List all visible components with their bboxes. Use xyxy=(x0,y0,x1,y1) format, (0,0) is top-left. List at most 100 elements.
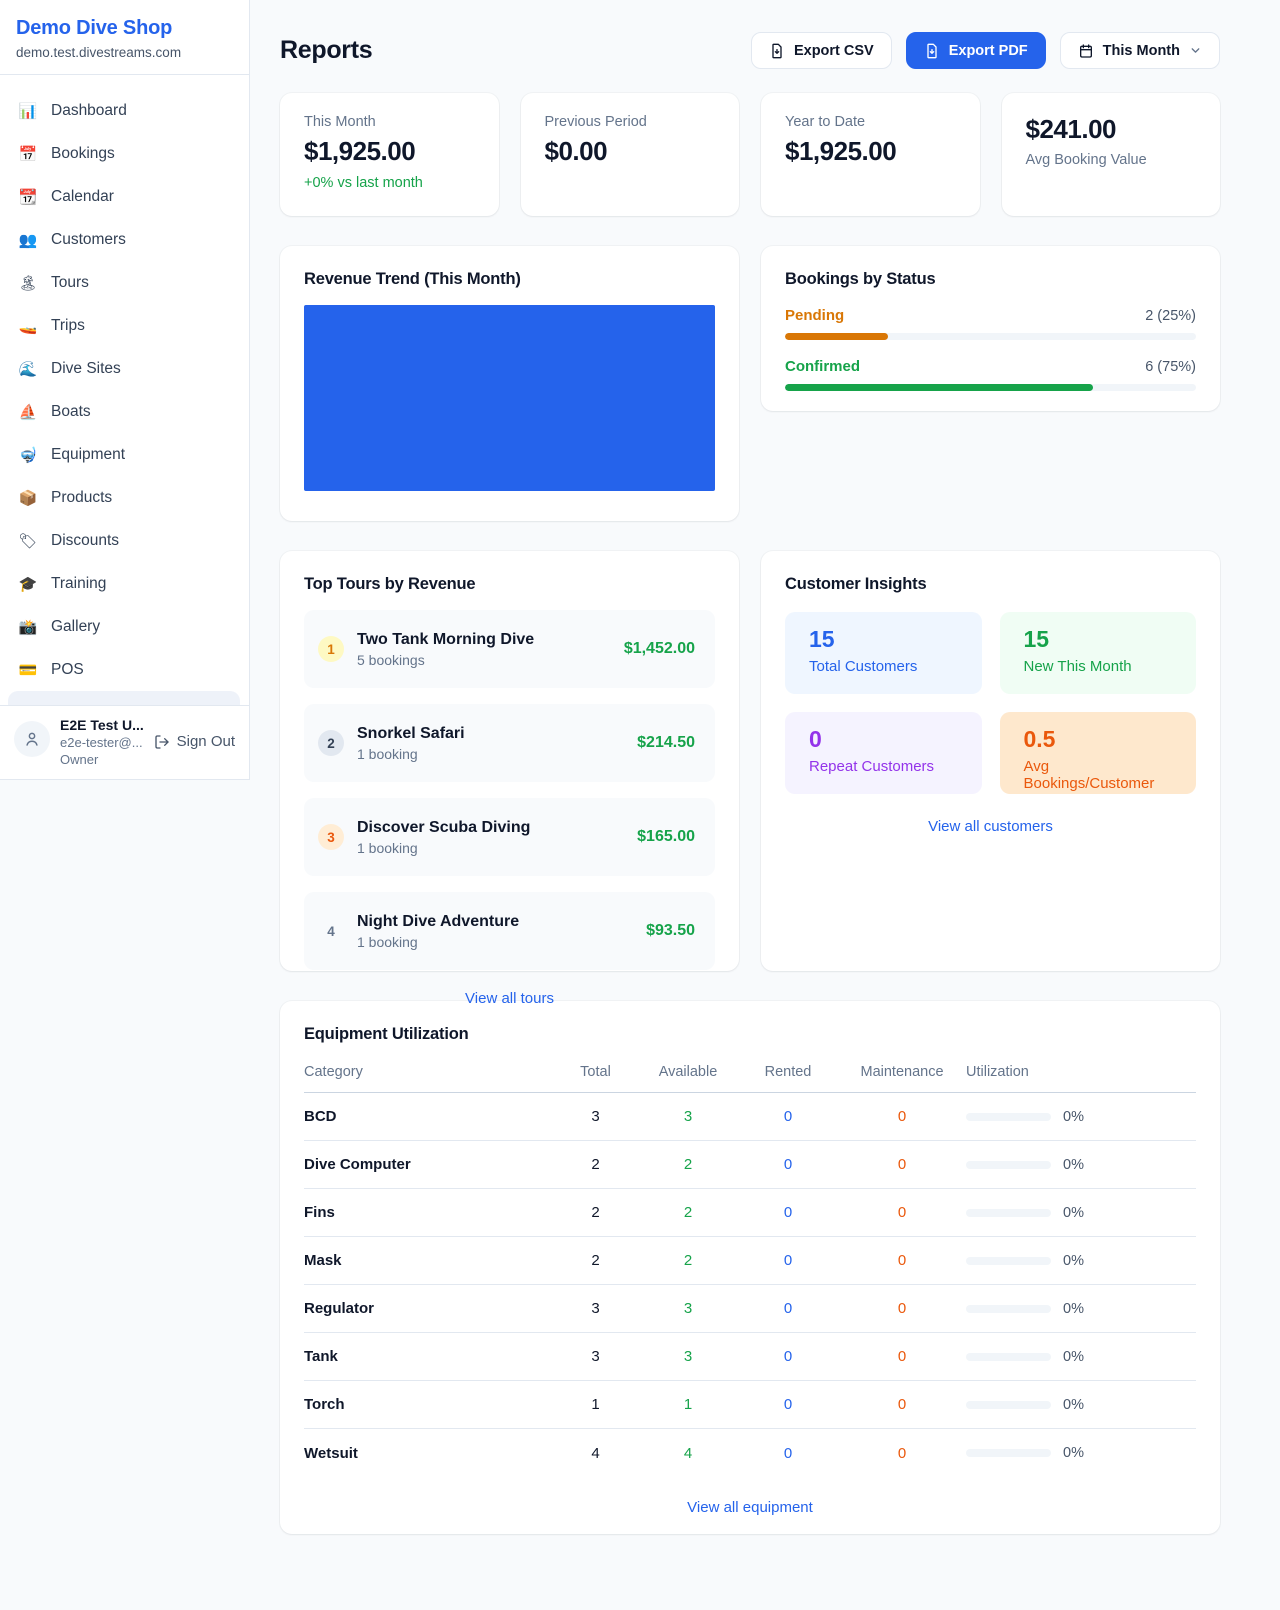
table-row: Mask 2 2 0 0 0% xyxy=(304,1237,1196,1285)
equipment-maintenance: 0 xyxy=(897,1204,907,1221)
export-pdf-button[interactable]: Export PDF xyxy=(905,32,1046,69)
equipment-available: 3 xyxy=(683,1300,693,1317)
utilization-bar xyxy=(966,1256,1051,1265)
stat-value: $1,925.00 xyxy=(785,136,897,166)
export-csv-button[interactable]: Export CSV xyxy=(750,32,892,69)
sidebar-item-trips[interactable]: 🚤 Trips xyxy=(8,304,241,347)
utilization-percent: 0% xyxy=(1063,1204,1084,1221)
sidebar-item-bookings[interactable]: 📅 Bookings xyxy=(8,132,241,175)
utilization-bar xyxy=(966,1160,1051,1169)
sign-out-icon xyxy=(154,734,169,749)
equipment-available: 2 xyxy=(683,1252,693,1269)
status-row-pending: Pending 2 (25%) xyxy=(785,307,1196,340)
stat-card-3: $241.00 Avg Booking Value xyxy=(1001,93,1220,216)
sidebar-item-calendar[interactable]: 📆 Calendar xyxy=(8,175,241,218)
sidebar-item-gallery[interactable]: 📸 Gallery xyxy=(8,605,241,648)
status-progress-fill xyxy=(785,333,888,340)
avatar xyxy=(14,721,50,757)
sidebar-item-label: Boats xyxy=(51,402,91,420)
products-icon: 📦 xyxy=(18,489,38,507)
user-email: e2e-tester@... xyxy=(60,735,143,750)
tour-row[interactable]: 1 Two Tank Morning Dive 5 bookings $1,452.0… xyxy=(304,610,715,688)
sidebar-item-boats[interactable]: ⛵ Boats xyxy=(8,390,241,433)
sidebar-item-pos[interactable]: 💳 POS xyxy=(8,648,241,691)
discounts-icon: 🏷 xyxy=(18,532,38,550)
tour-revenue: $93.50 xyxy=(646,922,695,939)
equipment-available: 3 xyxy=(683,1108,693,1125)
stat-card-0: This Month $1,925.00 +0% vs last month xyxy=(280,93,499,216)
insight-label: Total Customers xyxy=(809,658,918,675)
utilization-percent: 0% xyxy=(1063,1300,1084,1317)
equipment-maintenance: 0 xyxy=(897,1156,907,1173)
status-label: Confirmed xyxy=(785,358,860,375)
tour-revenue: $1,452.00 xyxy=(623,640,695,657)
equipment-category: Fins xyxy=(304,1204,335,1221)
customers-icon: 👥 xyxy=(18,231,38,249)
equipment-rented: 0 xyxy=(783,1156,793,1173)
sidebar-item-discounts[interactable]: 🏷 Discounts xyxy=(8,519,241,562)
rank-badge: 2 xyxy=(318,730,344,756)
dashboard-icon: 📊 xyxy=(18,102,38,120)
view-all-equipment-link[interactable]: View all equipment xyxy=(687,1499,813,1516)
rank-badge: 4 xyxy=(327,923,335,939)
sidebar-item-customers[interactable]: 👥 Customers xyxy=(8,218,241,261)
table-row: Tank 3 3 0 0 0% xyxy=(304,1333,1196,1381)
status-progress-fill xyxy=(785,384,1094,391)
equipment-available: 2 xyxy=(683,1204,693,1221)
insight-value: 15 xyxy=(1023,626,1050,652)
stat-label: This Month xyxy=(304,114,376,130)
equipment-maintenance: 0 xyxy=(897,1444,907,1462)
tour-bookings-count: 1 booking xyxy=(357,745,418,762)
status-value: 6 (75%) xyxy=(1145,359,1196,375)
equipment-utilization: 0% xyxy=(966,1301,1196,1317)
view-all-tours-link[interactable]: View all tours xyxy=(465,990,554,1007)
column-header-rented: Rented xyxy=(764,1064,812,1080)
utilization-percent: 0% xyxy=(1063,1445,1084,1461)
sidebar-item-equipment[interactable]: 🤿 Equipment xyxy=(8,433,241,476)
equipment-maintenance: 0 xyxy=(897,1108,907,1125)
utilization-percent: 0% xyxy=(1063,1396,1084,1413)
period-dropdown[interactable]: This Month xyxy=(1059,32,1220,69)
insight-value: 15 xyxy=(809,626,835,652)
equipment-utilization: 0% xyxy=(966,1157,1196,1173)
column-header-utilization: Utilization xyxy=(966,1064,1029,1080)
nav-active-item-partial[interactable] xyxy=(8,691,240,705)
view-all-customers-link[interactable]: View all customers xyxy=(928,818,1053,835)
equipment-total: 1 xyxy=(591,1396,600,1413)
tour-row[interactable]: 3 Discover Scuba Diving 1 booking $165.00 xyxy=(304,798,715,876)
stat-label: Year to Date xyxy=(785,114,866,130)
export-pdf-label: Export PDF xyxy=(948,42,1028,59)
sidebar-item-products[interactable]: 📦 Products xyxy=(8,476,241,519)
tour-revenue: $165.00 xyxy=(637,828,695,845)
top-tours-card: Top Tours by Revenue 1 Two Tank Morning D… xyxy=(280,551,739,1007)
table-row: Torch 1 1 0 0 0% xyxy=(304,1381,1196,1429)
stat-value: $1,925.00 xyxy=(304,136,416,166)
sidebar-item-tours[interactable]: 🏝 Tours xyxy=(8,261,241,304)
tour-revenue: $214.50 xyxy=(637,734,695,751)
equipment-maintenance: 0 xyxy=(897,1252,907,1269)
equipment-total: 2 xyxy=(591,1252,600,1269)
sidebar-item-dive-sites[interactable]: 🌊 Dive Sites xyxy=(8,347,241,390)
stat-label: Previous Period xyxy=(544,114,647,130)
tour-name: Night Dive Adventure xyxy=(357,912,520,930)
tour-name: Snorkel Safari xyxy=(357,724,465,742)
tour-row[interactable]: 2 Snorkel Safari 1 booking $214.50 xyxy=(304,704,715,782)
tour-row[interactable]: 4 Night Dive Adventure 1 booking $93.50 xyxy=(304,892,715,970)
equipment-rented: 0 xyxy=(783,1300,793,1317)
equipment-maintenance: 0 xyxy=(897,1396,907,1413)
boats-icon: ⛵ xyxy=(18,403,38,421)
tour-list: 1 Two Tank Morning Dive 5 bookings $1,452.0… xyxy=(304,610,715,970)
sidebar-item-label: Equipment xyxy=(51,445,126,463)
sidebar-item-dashboard[interactable]: 📊 Dashboard xyxy=(8,89,241,132)
sidebar-item-training[interactable]: 🎓 Training xyxy=(8,562,241,605)
stat-change: +0% vs last month xyxy=(304,175,423,191)
equipment-rented: 0 xyxy=(783,1348,793,1365)
utilization-percent: 0% xyxy=(1063,1156,1084,1173)
equipment-utilization: 0% xyxy=(966,1253,1196,1269)
equipment-category: Torch xyxy=(304,1396,345,1413)
stat-value: $241.00 xyxy=(1025,114,1117,144)
sidebar-item-label: Training xyxy=(51,574,107,592)
sign-out-button[interactable]: Sign Out xyxy=(154,733,235,750)
utilization-percent: 0% xyxy=(1063,1108,1084,1125)
customer-insights-title: Customer Insights xyxy=(785,575,927,593)
